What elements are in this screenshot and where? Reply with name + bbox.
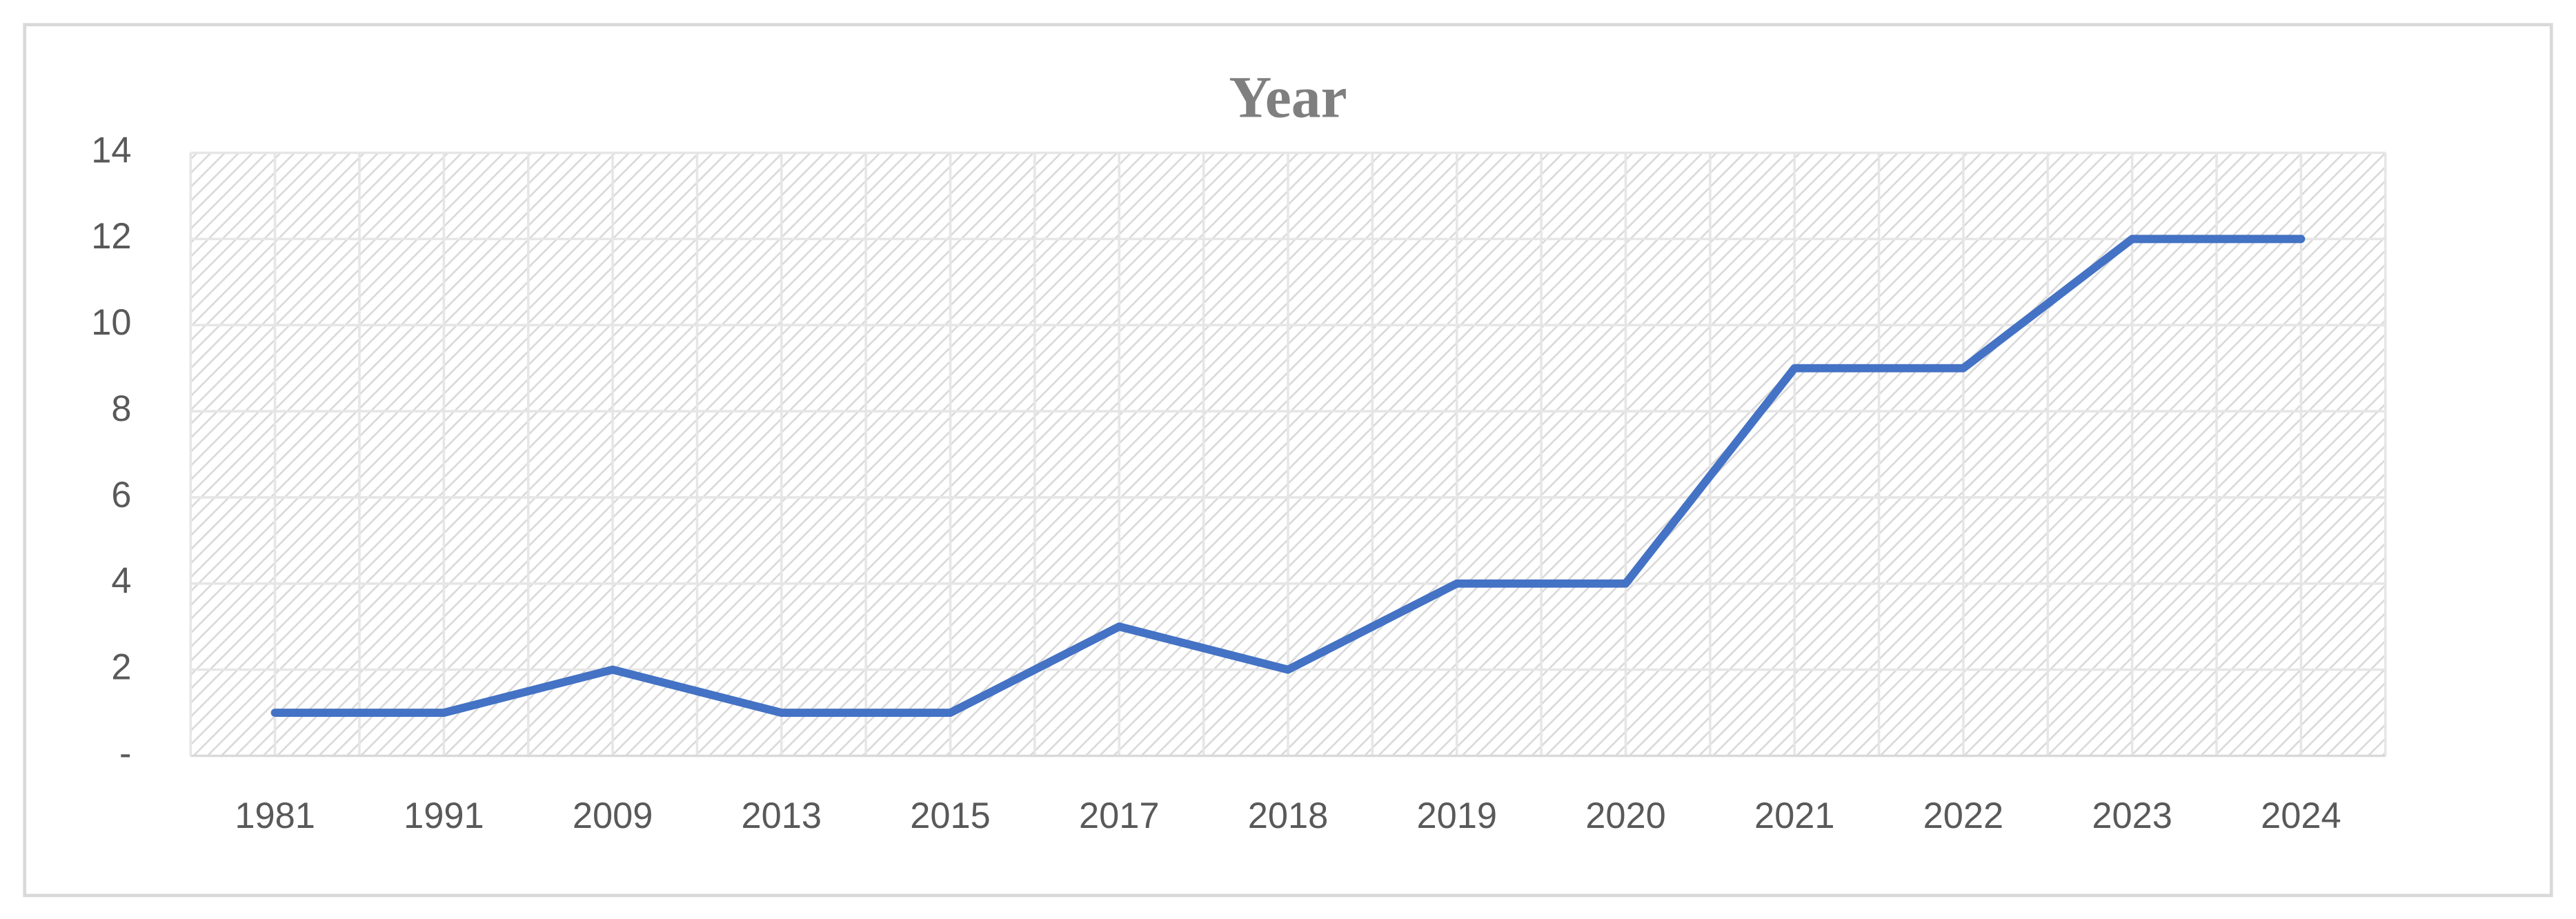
chart-title: Year — [1229, 65, 1347, 130]
y-tick-label: 8 — [111, 389, 131, 429]
y-tick-label: 6 — [111, 475, 131, 515]
y-tick-label: 10 — [91, 303, 131, 343]
x-tick-label: 2009 — [573, 796, 653, 836]
y-tick-label: 2 — [111, 647, 131, 687]
data-line — [270, 235, 2306, 718]
x-tick-label: 2015 — [910, 796, 991, 836]
x-tick-label: 2018 — [1248, 796, 1329, 836]
x-tick-label: 2017 — [1079, 796, 1160, 836]
x-tick-label: 2021 — [1754, 796, 1835, 836]
x-tick-label: 2024 — [2261, 796, 2341, 836]
x-tick-label: 2019 — [1416, 796, 1497, 836]
x-tick-label: 1991 — [404, 796, 484, 836]
x-tick-label: 1981 — [235, 796, 315, 836]
x-tick-label: 2013 — [742, 796, 822, 836]
x-tick-label: 2023 — [2092, 796, 2172, 836]
x-tick-label: 2020 — [1585, 796, 1666, 836]
y-tick-label: 12 — [91, 217, 131, 257]
y-tick-label: 4 — [111, 562, 131, 602]
y-tick-label: - — [119, 733, 131, 773]
y-tick-label: 14 — [91, 130, 131, 170]
x-tick-label: 2022 — [1923, 796, 2004, 836]
